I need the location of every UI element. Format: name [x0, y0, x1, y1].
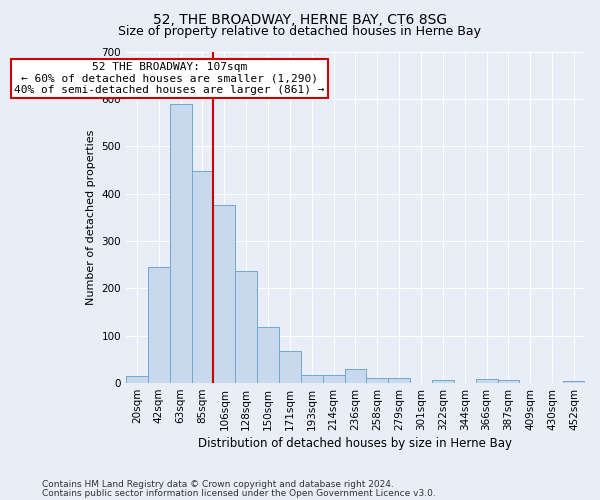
Bar	[323, 374, 344, 383]
Text: Contains HM Land Registry data © Crown copyright and database right 2024.: Contains HM Land Registry data © Crown c…	[42, 480, 394, 489]
Bar	[476, 380, 497, 383]
Bar	[148, 267, 170, 383]
Bar	[257, 327, 279, 383]
Bar	[432, 380, 454, 383]
Bar	[563, 380, 585, 383]
Bar	[235, 271, 257, 383]
Bar	[497, 380, 520, 383]
Bar	[367, 378, 388, 383]
Bar	[301, 375, 323, 383]
Y-axis label: Number of detached properties: Number of detached properties	[86, 130, 96, 305]
Text: 52, THE BROADWAY, HERNE BAY, CT6 8SG: 52, THE BROADWAY, HERNE BAY, CT6 8SG	[153, 12, 447, 26]
Text: Size of property relative to detached houses in Herne Bay: Size of property relative to detached ho…	[119, 25, 482, 38]
Bar	[126, 376, 148, 383]
Bar	[388, 378, 410, 383]
X-axis label: Distribution of detached houses by size in Herne Bay: Distribution of detached houses by size …	[199, 437, 512, 450]
Bar	[344, 369, 367, 383]
Text: Contains public sector information licensed under the Open Government Licence v3: Contains public sector information licen…	[42, 488, 436, 498]
Bar	[279, 351, 301, 383]
Bar	[214, 206, 235, 383]
Text: 52 THE BROADWAY: 107sqm
← 60% of detached houses are smaller (1,290)
40% of semi: 52 THE BROADWAY: 107sqm ← 60% of detache…	[14, 62, 325, 95]
Bar	[191, 172, 214, 383]
Bar	[170, 104, 191, 383]
